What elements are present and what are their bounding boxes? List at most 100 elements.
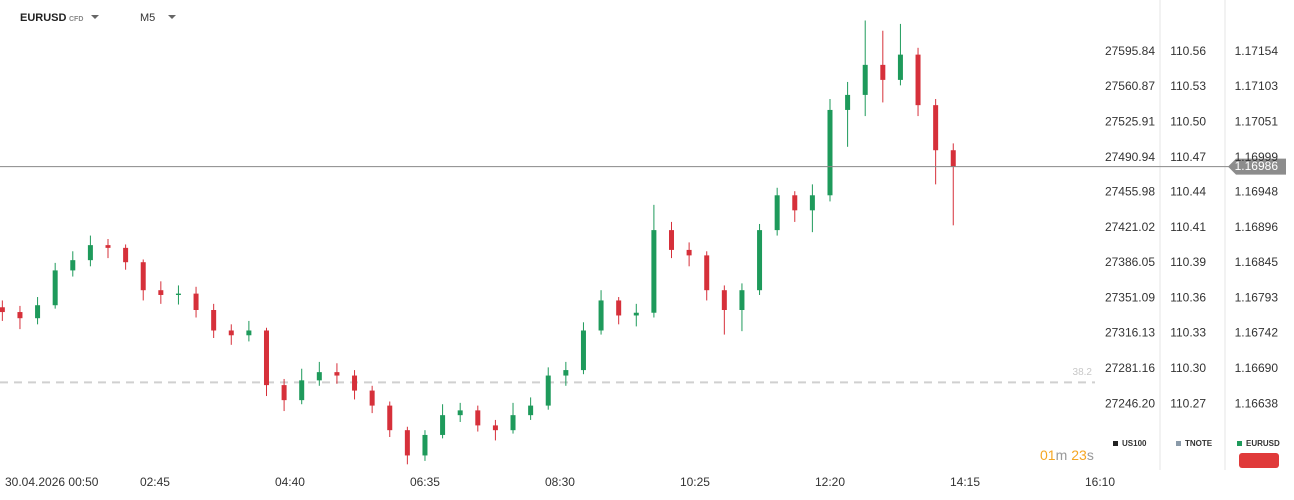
x-tick-label: 12:20 — [815, 475, 845, 489]
candle-body — [352, 375, 358, 391]
candle-body — [175, 293, 181, 295]
candle-body — [193, 293, 199, 310]
instrument-type: CFD — [69, 16, 83, 23]
candle-body — [123, 247, 129, 263]
x-tick-label: 08:30 — [545, 475, 575, 489]
candle-body — [880, 64, 886, 80]
candle-body — [950, 150, 956, 167]
fib-label: 38.2 — [1073, 367, 1093, 378]
current-price-label: 1.16986 — [1235, 159, 1279, 173]
candle-body — [140, 262, 146, 291]
timeframe-dropdown[interactable] — [168, 15, 176, 19]
candle-body — [528, 405, 534, 416]
x-tick-label: 06:35 — [410, 475, 440, 489]
candle-body — [669, 230, 675, 250]
candle-body — [933, 105, 939, 151]
y-tick-label: 27490.94 — [1105, 150, 1155, 164]
y-tick-label: 27246.20 — [1105, 396, 1155, 410]
y-tick-label: 110.50 — [1170, 114, 1206, 128]
x-tick-label: 04:40 — [275, 475, 305, 489]
candle-body — [369, 390, 375, 406]
y-tick-label: 1.16638 — [1235, 396, 1279, 410]
candle-body — [35, 305, 41, 319]
candle-body — [757, 230, 763, 291]
y-tick-label: 1.16948 — [1235, 185, 1279, 199]
countdown-minutes: 01 — [1040, 447, 1056, 463]
y-tick-label: 27595.84 — [1105, 44, 1155, 58]
candle-body — [440, 415, 446, 435]
candle-body — [87, 245, 93, 261]
candle-body — [404, 430, 410, 456]
y-tick-label: 1.17154 — [1235, 44, 1279, 58]
y-tick-label: 27421.02 — [1105, 220, 1155, 234]
y-tick-label: 1.16896 — [1235, 220, 1279, 234]
y-tick-label: 1.16690 — [1235, 361, 1279, 375]
y-tick-label: 27455.98 — [1105, 185, 1155, 199]
countdown-seconds: 23 — [1071, 447, 1087, 463]
y-tick-label: 1.16999 — [1235, 150, 1279, 164]
candle-body — [739, 290, 745, 310]
countdown-unit: s — [1087, 447, 1094, 463]
y-tick-label: 110.47 — [1170, 150, 1206, 164]
candle-body — [809, 195, 815, 211]
candle-body — [704, 255, 710, 291]
y-tick-label: 110.41 — [1170, 220, 1206, 234]
candle-body — [422, 434, 428, 456]
candle-body — [633, 312, 639, 316]
y-tick-label: 110.56 — [1170, 44, 1206, 58]
candle-body — [616, 300, 622, 316]
y-tick-label: 110.27 — [1170, 396, 1206, 410]
x-tick-label: 10:25 — [680, 475, 710, 489]
candle-body — [281, 385, 287, 401]
candle-body — [228, 330, 234, 336]
candle-body — [845, 94, 851, 110]
y-tick-label: 1.16742 — [1235, 325, 1279, 339]
countdown: 01m 23s — [1040, 447, 1094, 463]
x-tick-label: 02:45 — [140, 475, 170, 489]
candle-body — [70, 260, 76, 271]
legend-swatch — [1237, 441, 1242, 446]
candle-body — [263, 330, 269, 386]
y-tick-label: 1.16845 — [1235, 255, 1279, 269]
y-tick-label: 1.17103 — [1235, 79, 1279, 93]
candle-body — [545, 375, 551, 406]
candle-body — [334, 372, 340, 376]
legend-label: US100 — [1122, 439, 1147, 448]
candle-body — [792, 195, 798, 211]
candle-body — [915, 54, 921, 106]
x-tick-label: 16:10 — [1085, 475, 1115, 489]
x-tick-label: 14:15 — [950, 475, 980, 489]
candle-body — [17, 312, 23, 319]
candle-body — [721, 290, 727, 310]
symbol-dropdown[interactable] — [91, 15, 99, 19]
y-tick-label: 27525.91 — [1105, 114, 1155, 128]
candle-body — [897, 54, 903, 80]
sell-button[interactable] — [1239, 453, 1279, 468]
candle-body — [827, 109, 833, 196]
symbol-name[interactable]: EURUSD — [20, 12, 67, 24]
candle-body — [0, 307, 5, 313]
y-tick-label: 27560.87 — [1105, 79, 1155, 93]
candle-body — [563, 370, 569, 376]
timeframe[interactable]: M5 — [140, 12, 155, 24]
legend-label: EURUSD — [1246, 439, 1280, 448]
y-tick-label: 110.30 — [1170, 361, 1206, 375]
candle-body — [862, 64, 868, 95]
y-tick-label: 110.36 — [1170, 291, 1206, 305]
candle-body — [598, 300, 604, 331]
current-price-tag — [1228, 158, 1286, 175]
legend-swatch — [1113, 441, 1118, 446]
y-tick-label: 1.17051 — [1235, 114, 1279, 128]
candle-body — [580, 330, 586, 371]
y-tick-label: 110.39 — [1170, 255, 1206, 269]
candle-body — [510, 415, 516, 431]
y-tick-label: 1.16793 — [1235, 291, 1279, 305]
candle-body — [158, 290, 164, 295]
countdown-unit: m — [1056, 447, 1068, 463]
y-tick-label: 110.53 — [1170, 79, 1206, 93]
candle-body — [774, 195, 780, 231]
candle-body — [651, 230, 657, 313]
candle-body — [299, 380, 305, 401]
y-tick-label: 27351.09 — [1105, 291, 1155, 305]
legend-label: TNOTE — [1185, 439, 1213, 448]
